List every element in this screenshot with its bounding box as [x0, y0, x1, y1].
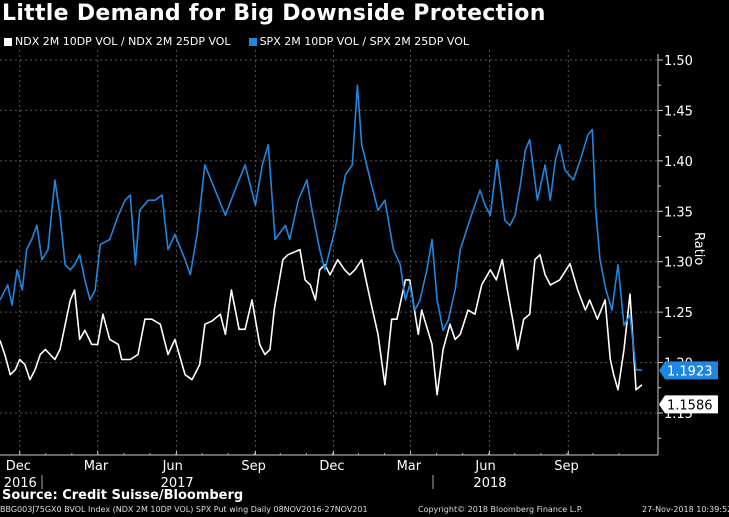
legend: NDX 2M 10DP VOL / NDX 2M 25DP VOL SPX 2M… — [4, 35, 469, 48]
legend-swatch-ndx — [4, 37, 12, 46]
footer-ticker: BBG003J75GX0 BVOL Index (NDX 2M 10DP VOL… — [0, 505, 368, 514]
last-value-label-spx: 1.1923 — [659, 361, 718, 380]
last-value-text: 1.1586 — [667, 398, 713, 413]
y-tick-label: 1.30 — [664, 256, 693, 271]
y-tick-label: 1.25 — [664, 306, 693, 321]
series-line-ndx — [0, 248, 643, 396]
x-tick-label: Jun — [162, 459, 183, 474]
legend-item-spx: SPX 2M 10DP VOL / SPX 2M 25DP VOL — [248, 35, 469, 48]
x-tick-label: Dec — [319, 459, 344, 474]
x-tick-label: Dec — [6, 459, 31, 474]
x-tick-label: Jun — [474, 459, 495, 474]
last-value-text: 1.1923 — [667, 364, 713, 379]
y-tick-label: 1.40 — [664, 155, 693, 170]
chart-title: Little Demand for Big Downside Protectio… — [2, 1, 546, 26]
axes: 1.151.201.251.301.351.401.451.50Dec2016M… — [0, 54, 693, 491]
series-lines — [0, 84, 643, 396]
y-tick-label: 1.50 — [664, 54, 693, 69]
legend-swatch-spx — [248, 37, 257, 46]
y-tick-label: 1.35 — [664, 205, 693, 220]
legend-label-ndx: NDX 2M 10DP VOL / NDX 2M 25DP VOL — [15, 35, 231, 48]
x-year-label: 2017 — [161, 476, 194, 491]
x-year-label: 2016 — [4, 476, 37, 491]
last-value-labels: 1.1586 1.1923 — [659, 361, 718, 414]
last-value-label-ndx: 1.1586 — [659, 395, 718, 414]
last-value-badge — [659, 395, 718, 414]
x-tick-label: Sep — [241, 459, 266, 474]
footer-timestamp: 27-Nov-2018 10:39:52 — [642, 505, 729, 514]
x-tick-label: Sep — [554, 459, 579, 474]
source-note: Source: Credit Suisse/Bloomberg — [2, 488, 244, 503]
y-axis-label: Ratio — [691, 232, 706, 266]
x-year-label: 2018 — [473, 476, 506, 491]
series-line-spx — [0, 84, 643, 372]
y-tick-label: 1.45 — [664, 104, 693, 119]
x-tick-label: Mar — [397, 459, 422, 474]
x-tick-label: Mar — [84, 459, 109, 474]
legend-label-spx: SPX 2M 10DP VOL / SPX 2M 25DP VOL — [259, 35, 469, 48]
legend-item-ndx: NDX 2M 10DP VOL / NDX 2M 25DP VOL — [4, 35, 231, 48]
footer-copyright: Copyright© 2018 Bloomberg Finance L.P. — [418, 505, 583, 514]
last-value-badge — [659, 361, 718, 380]
